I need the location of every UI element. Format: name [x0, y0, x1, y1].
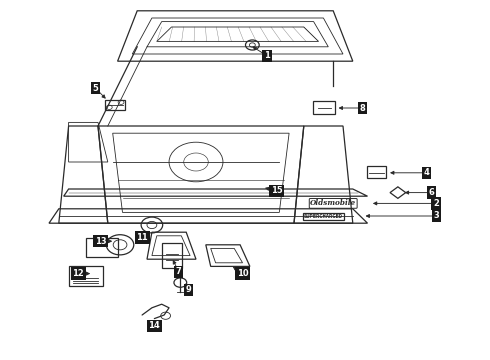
Text: 11: 11 — [136, 233, 148, 242]
Text: 12: 12 — [73, 269, 84, 278]
Text: 5: 5 — [93, 84, 98, 93]
Text: SUPERCHARGED: SUPERCHARGED — [304, 213, 343, 219]
Text: Oldsmobile: Oldsmobile — [310, 199, 356, 207]
Text: 7: 7 — [176, 267, 182, 276]
Text: 10: 10 — [237, 269, 248, 278]
Text: 6: 6 — [428, 188, 434, 197]
Text: 13: 13 — [95, 237, 106, 246]
Text: 14: 14 — [148, 321, 160, 330]
Text: 8: 8 — [360, 104, 366, 112]
Text: 1: 1 — [264, 51, 270, 60]
Text: 4: 4 — [423, 168, 429, 177]
Text: 9: 9 — [186, 285, 192, 294]
Text: 3: 3 — [433, 211, 439, 220]
Text: 15: 15 — [271, 186, 283, 195]
Text: 2: 2 — [433, 199, 439, 208]
